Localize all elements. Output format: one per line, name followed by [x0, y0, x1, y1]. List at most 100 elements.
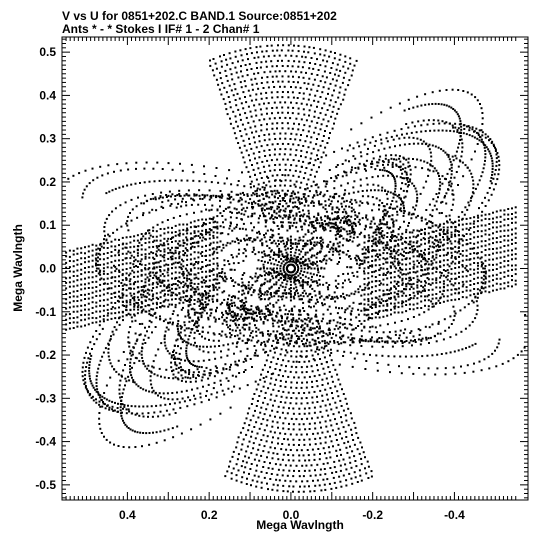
data-point [208, 231, 211, 234]
data-point [337, 378, 340, 381]
data-point [266, 191, 269, 194]
data-point [343, 221, 345, 224]
data-point [263, 270, 266, 273]
data-point [214, 320, 217, 323]
data-point [134, 430, 136, 433]
data-point [479, 257, 482, 260]
data-point [451, 193, 454, 196]
data-point [152, 226, 155, 229]
data-point [303, 412, 306, 415]
data-point [248, 309, 251, 312]
data-point [307, 215, 310, 218]
data-point [165, 326, 168, 329]
data-point [273, 221, 276, 224]
data-point [360, 231, 363, 234]
data-point [351, 166, 353, 169]
data-point [497, 173, 500, 176]
data-point [335, 406, 338, 409]
data-point [289, 325, 292, 328]
data-point [229, 242, 232, 245]
x-tick-label: 0.2 [201, 508, 218, 522]
data-point [370, 226, 373, 229]
data-point [123, 305, 126, 307]
data-point [170, 366, 173, 369]
data-point [199, 396, 202, 399]
data-point [351, 271, 354, 274]
data-point [322, 313, 325, 316]
data-point [350, 198, 353, 201]
data-point [176, 377, 179, 380]
data-point [314, 126, 317, 129]
data-point [301, 291, 304, 294]
data-point [430, 159, 433, 162]
data-point [207, 318, 210, 321]
data-point [148, 229, 151, 232]
data-point [438, 225, 441, 227]
data-point [341, 335, 344, 338]
data-point [344, 414, 347, 417]
data-point [190, 203, 193, 206]
data-point [251, 131, 253, 134]
data-point [443, 318, 446, 321]
data-point [327, 288, 330, 291]
data-point [343, 311, 346, 314]
data-point [428, 245, 431, 248]
data-point [181, 338, 184, 341]
data-point [339, 331, 342, 334]
data-point [339, 316, 342, 319]
data-point [487, 355, 490, 358]
data-point [238, 146, 241, 149]
data-point [429, 336, 432, 339]
data-point [141, 302, 144, 305]
data-point [263, 209, 266, 212]
data-point [306, 365, 309, 368]
data-point [313, 241, 316, 244]
data-point [334, 368, 337, 371]
data-point [172, 236, 175, 239]
data-point [323, 255, 326, 258]
data-point [343, 193, 346, 196]
data-point [276, 339, 279, 342]
data-point [297, 335, 300, 338]
data-point [270, 373, 273, 376]
data-point [239, 300, 242, 302]
data-point [156, 374, 159, 377]
data-point [262, 401, 265, 404]
data-point [329, 226, 332, 229]
data-point [139, 431, 142, 434]
data-point [450, 233, 453, 236]
data-point [314, 227, 317, 230]
data-point [431, 354, 434, 357]
data-point [311, 401, 314, 404]
data-point [132, 379, 135, 382]
data-point [261, 293, 264, 295]
data-point [282, 343, 285, 346]
data-point [348, 224, 351, 227]
data-point [124, 364, 126, 366]
data-point [346, 149, 349, 152]
data-point [320, 203, 323, 206]
y-tick-label: -0.2 [35, 348, 56, 362]
data-point [274, 179, 276, 182]
data-point [117, 410, 119, 413]
data-point [151, 295, 154, 298]
data-point [324, 208, 327, 211]
data-point [199, 252, 202, 255]
data-point [380, 111, 383, 114]
data-point [378, 236, 381, 239]
data-point [285, 243, 288, 246]
data-point [294, 243, 297, 245]
data-point [491, 170, 494, 173]
data-point [433, 258, 436, 261]
data-point [294, 169, 297, 172]
data-point [245, 285, 248, 288]
data-point [223, 318, 226, 321]
data-point [127, 229, 130, 232]
data-point [333, 328, 336, 331]
data-point [193, 199, 196, 202]
data-point [119, 169, 122, 172]
data-point [203, 194, 206, 197]
data-point [313, 359, 316, 362]
data-point [438, 245, 440, 248]
data-point [321, 384, 324, 386]
